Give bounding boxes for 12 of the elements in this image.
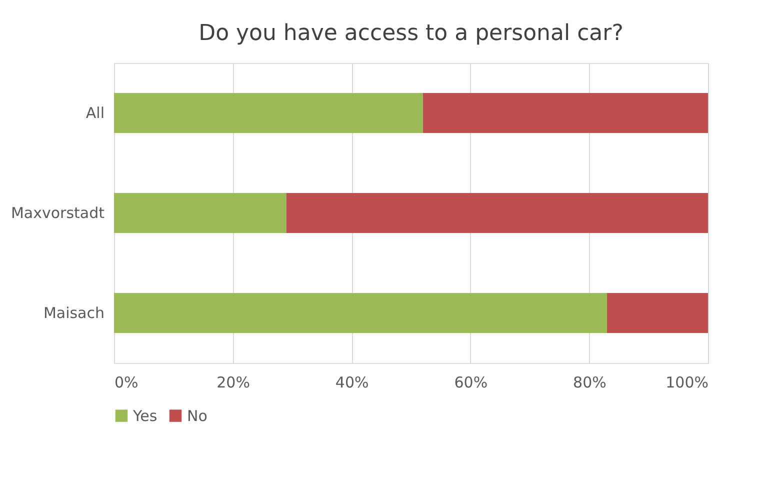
y-tick-label: Maxvorstadt [10, 204, 105, 222]
x-tick-label: 100% [666, 374, 708, 392]
legend-label: No [187, 406, 208, 425]
x-tick-label: 0% [114, 374, 138, 392]
y-tick-label: Maisach [43, 304, 104, 322]
x-tick-label: 40% [335, 374, 369, 392]
chart-title: Do you have access to a personal car? [198, 21, 624, 46]
x-tick-label: 60% [454, 374, 488, 392]
x-tick-label: 20% [216, 374, 250, 392]
x-tick-label: 80% [573, 374, 606, 392]
legend-label: Yes [132, 406, 158, 425]
y-tick-label: All [86, 104, 104, 122]
